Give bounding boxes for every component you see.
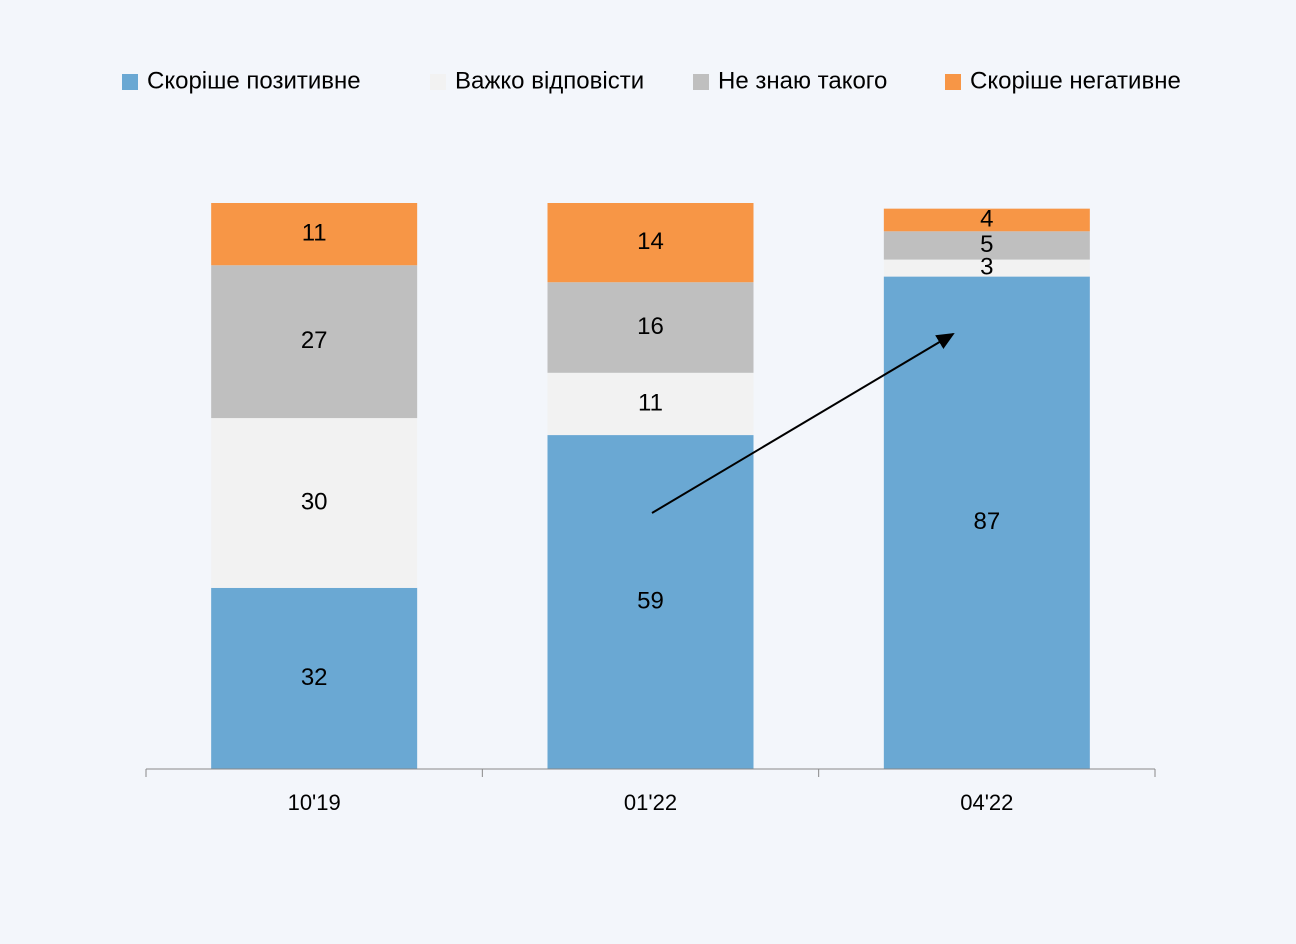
legend-swatch: [693, 74, 709, 90]
legend-label: Важко відповісти: [455, 67, 644, 94]
legend-swatch: [430, 74, 446, 90]
bar-segment: [211, 265, 418, 419]
data-label: 11: [638, 389, 663, 416]
x-tick-label: 04'22: [960, 790, 1013, 815]
bar-segment: [547, 435, 754, 769]
bar-segment: [211, 203, 418, 266]
legend-label: Скоріше негативне: [970, 67, 1181, 94]
x-tick-label: 10'19: [288, 790, 341, 815]
legend-swatch: [122, 74, 138, 90]
data-label: 3: [980, 253, 993, 280]
bar-segment: [883, 276, 1090, 769]
data-label: 4: [980, 205, 993, 232]
data-label: 11: [302, 219, 327, 246]
bar-segment: [211, 418, 418, 588]
bar-segment: [883, 259, 1090, 277]
x-tick-label: 01'22: [624, 790, 677, 815]
data-label: 27: [301, 327, 328, 354]
data-label: 59: [637, 587, 664, 614]
bar-segment: [547, 282, 754, 373]
bar-segment: [883, 231, 1090, 260]
bar-segment: [547, 203, 754, 283]
data-label: 5: [980, 231, 993, 258]
legend-label: Не знаю такого: [718, 67, 887, 94]
data-label: 87: [973, 508, 1000, 535]
data-label: 30: [301, 488, 328, 515]
trend-arrow: [651, 332, 955, 514]
bars: [211, 203, 1090, 769]
legend-label: Скоріше позитивне: [147, 67, 361, 94]
bar-segment: [883, 208, 1090, 232]
data-label: 16: [637, 313, 664, 340]
bar-segment: [211, 587, 418, 769]
legend-swatch: [945, 74, 961, 90]
data-label: 14: [637, 228, 664, 255]
bar-segment: [547, 372, 754, 436]
data-label: 32: [301, 664, 328, 691]
